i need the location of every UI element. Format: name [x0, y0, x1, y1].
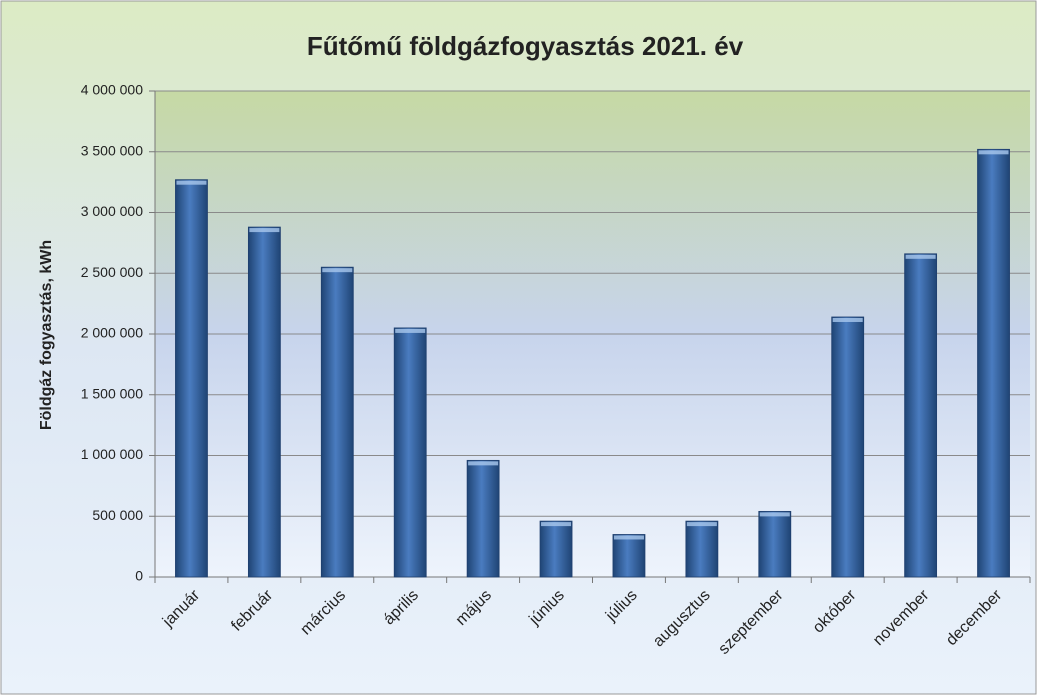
bar [831, 316, 865, 578]
y-tick-label: 2 000 000 [81, 325, 143, 341]
bar [539, 520, 573, 578]
bar [977, 148, 1010, 578]
bar-cap [468, 461, 499, 466]
bar [175, 179, 208, 578]
bar-cap [613, 535, 644, 540]
bar-cap [395, 328, 426, 333]
y-tick-label: 1 500 000 [81, 385, 143, 401]
y-tick-label: 3 500 000 [81, 142, 143, 158]
y-axis-label: Földgáz fogyasztás, kWh [38, 240, 55, 430]
y-tick-label: 4 000 000 [81, 82, 143, 98]
bar [758, 510, 792, 578]
y-tick-label: 1 000 000 [81, 446, 143, 462]
y-tick-label: 500 000 [92, 507, 143, 523]
bar [247, 226, 281, 578]
bar-cap [832, 317, 863, 322]
bar-cap [905, 254, 936, 259]
bar-cap [978, 150, 1009, 155]
bar [685, 520, 719, 578]
bar [466, 459, 500, 578]
bar [612, 534, 646, 578]
chart-title: Fűtőmű földgázfogyasztás 2021. év [307, 31, 744, 61]
bar-cap [541, 522, 572, 527]
bar-cap [249, 228, 280, 233]
bar-cap [322, 268, 353, 273]
bar-cap [176, 180, 207, 185]
bar-cap [686, 522, 717, 527]
y-tick-label: 2 500 000 [81, 264, 143, 280]
bar [393, 327, 427, 578]
y-tick-label: 0 [135, 568, 143, 584]
y-tick-label: 3 000 000 [81, 203, 143, 219]
bar [320, 266, 354, 578]
bar-cap [759, 512, 790, 517]
bar [904, 253, 938, 578]
